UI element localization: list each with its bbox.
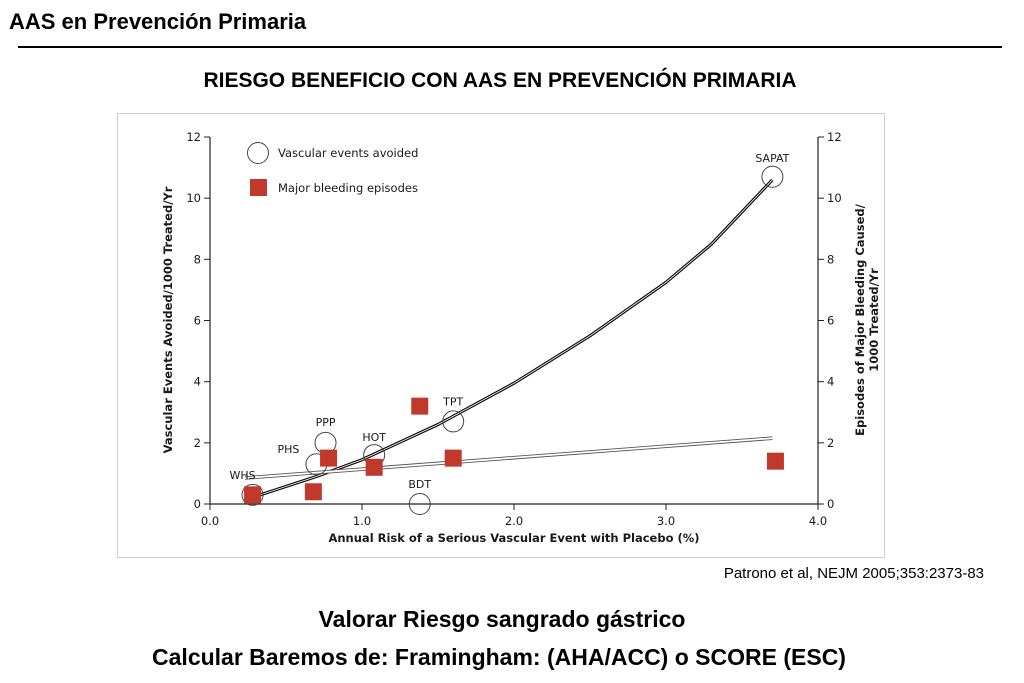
citation: Patrono et al, NEJM 2005;353:2373-83 <box>723 565 984 582</box>
chart-frame: 0.0 1.0 2.0 3.0 4.0 0 0 2 2 4 4 6 6 8 8 10 10 12 12 WHS PHS… <box>117 113 885 558</box>
right-y-tick-label: 2 <box>827 436 834 450</box>
x-tick-label: 0.0 <box>201 514 219 528</box>
footer-line-1: Valorar Riesgo sangrado gástrico <box>318 606 686 632</box>
point-label: PHS <box>277 443 299 456</box>
x-tick-label: 3.0 <box>657 514 675 528</box>
left-y-tick-label: 4 <box>194 375 201 389</box>
left-y-tick-label: 6 <box>194 314 201 328</box>
left-y-axis-label: Vascular Events Avoided/1000 Treated/Yr <box>161 186 175 453</box>
legend-bleeding-label: Major bleeding episodes <box>278 181 418 195</box>
bleeding-point <box>444 449 462 467</box>
right-y-tick-label: 12 <box>827 130 842 144</box>
right-y-tick-label: 6 <box>827 314 834 328</box>
legend-avoided-label: Vascular events avoided <box>278 146 418 160</box>
avoided-point <box>761 165 784 188</box>
bleeding-point <box>320 449 338 467</box>
bleeding-point <box>365 458 383 476</box>
slide-header: AAS en Prevención Primaria <box>9 9 307 34</box>
point-label: HOT <box>362 431 386 444</box>
x-tick-label: 4.0 <box>809 514 827 528</box>
x-tick-label: 1.0 <box>353 514 371 528</box>
avoided-trendline <box>255 178 774 498</box>
right-y-tick-label: 8 <box>827 252 834 266</box>
bleeding-point <box>411 397 429 415</box>
chart-points: WHS PHS PPP HOT BDT TPT SAPAT <box>229 152 790 515</box>
left-y-tick-label: 2 <box>194 436 201 450</box>
legend-circle-marker <box>247 142 269 164</box>
chart-heading: RIESGO BENEFICIO CON AAS EN PREVENCIÓN P… <box>203 69 797 92</box>
bleeding-point <box>304 483 322 501</box>
right-y-tick-label: 0 <box>827 497 834 511</box>
footer-line-2: Calcular Baremos de: Framingham: (AHA/AC… <box>152 644 846 670</box>
x-axis-label: Annual Risk of a Serious Vascular Event … <box>328 531 699 545</box>
bleeding-trendline-fill <box>244 437 773 479</box>
right-y-axis-label-line2: 1000 Treated/Yr <box>867 268 881 372</box>
bleeding-point <box>244 486 262 504</box>
left-y-tick-label: 12 <box>186 130 201 144</box>
point-label: BDT <box>408 478 431 491</box>
left-y-tick-label: 8 <box>194 252 201 266</box>
point-label: PPP <box>316 416 336 429</box>
x-tick-label: 2.0 <box>505 514 523 528</box>
left-y-tick-label: 10 <box>186 191 201 205</box>
avoided-point <box>408 493 431 515</box>
point-label: TPT <box>442 395 463 408</box>
avoided-trendline-highlight <box>255 179 773 497</box>
right-y-axis-label-line1: Episodes of Major Bleeding Caused/ <box>853 203 867 435</box>
legend-square-marker <box>250 179 267 196</box>
bleeding-point <box>766 452 784 470</box>
avoided-point <box>241 483 264 506</box>
left-y-tick-label: 0 <box>194 497 201 511</box>
right-y-tick-label: 4 <box>827 375 834 389</box>
right-y-tick-label: 10 <box>827 191 842 205</box>
header-rule <box>18 46 1002 48</box>
legend: Vascular events avoided Major bleeding e… <box>247 142 418 196</box>
point-label: WHS <box>229 469 255 482</box>
point-label: SAPAT <box>755 152 789 165</box>
avoided-point <box>442 410 465 433</box>
chart-trendlines <box>244 178 774 498</box>
